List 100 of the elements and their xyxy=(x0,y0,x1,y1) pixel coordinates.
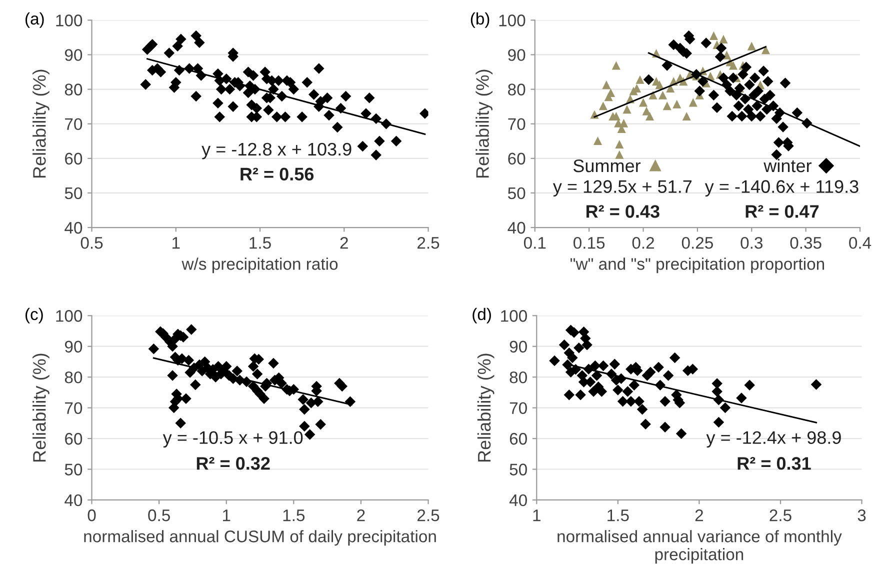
y-tick-label: 40 xyxy=(64,222,82,234)
point xyxy=(700,38,712,48)
point xyxy=(738,69,748,80)
annotation: R² = 0.32 xyxy=(196,457,270,470)
y-tick-label: 50 xyxy=(510,464,527,476)
annotation: R² = 0.47 xyxy=(746,205,819,218)
y-axis-title: Reliability (%) xyxy=(476,70,492,178)
point xyxy=(672,100,682,108)
point xyxy=(778,122,788,132)
y-tick-label: 60 xyxy=(65,432,82,445)
x-axis-title: "w" and "s" precipitation proportion xyxy=(570,258,824,274)
y-tick-label: 80 xyxy=(64,371,82,384)
point xyxy=(733,100,744,112)
x-tick-label: 0.4 xyxy=(849,236,872,249)
point xyxy=(758,66,769,76)
x-tick-label: 0.3 xyxy=(740,236,762,249)
y-tick-label: 40 xyxy=(64,494,82,506)
point xyxy=(658,90,668,100)
point xyxy=(662,102,672,110)
y-tick-label: 40 xyxy=(509,494,527,506)
x-tick-label: 2 xyxy=(340,236,348,249)
point xyxy=(643,74,654,85)
x-tick-label: 0.35 xyxy=(790,236,822,249)
x-tick-label: 2 xyxy=(695,509,703,522)
point xyxy=(771,149,782,160)
y-tick-label: 70 xyxy=(65,402,82,414)
y-tick-label: 60 xyxy=(65,152,82,165)
point xyxy=(697,76,708,87)
point xyxy=(762,76,774,87)
x-tick-label: 1 xyxy=(172,237,180,249)
point xyxy=(636,75,644,84)
x-tick-label: 0.5 xyxy=(148,509,170,522)
x-tick-label: 0.5 xyxy=(80,236,103,249)
annotation: y = -12.4x + 98.9 xyxy=(706,431,841,448)
annotation: R² = 0.31 xyxy=(738,457,811,470)
x-axis-title: normalised annual CUSUM of daily precipitation xyxy=(84,530,436,546)
point xyxy=(593,136,602,146)
y-tick-label: 100 xyxy=(56,14,82,26)
point xyxy=(694,86,705,96)
y-tick-label: 100 xyxy=(499,14,526,26)
point xyxy=(761,46,770,54)
annotation: y = -10.5 x + 91.0 xyxy=(162,431,303,448)
point xyxy=(662,60,672,71)
point xyxy=(716,42,727,54)
y-tick-label: 60 xyxy=(508,152,526,165)
point xyxy=(754,110,766,122)
annotation: y = -12.8 x + 103.9 xyxy=(202,142,352,160)
point xyxy=(752,100,762,112)
y-tick-label: 50 xyxy=(64,187,82,200)
annotation: y = -140.6x + 119.3 xyxy=(704,180,858,197)
point xyxy=(615,140,624,149)
y-tick-label: 70 xyxy=(65,118,82,130)
x-tick-label: 2.5 xyxy=(418,236,440,249)
point xyxy=(708,90,720,101)
point xyxy=(719,34,728,44)
point xyxy=(714,51,726,62)
y-tick-label: 50 xyxy=(64,464,82,476)
y-tick-label: 90 xyxy=(510,340,527,353)
y-tick-label: 60 xyxy=(510,432,527,445)
point xyxy=(709,31,718,40)
x-tick-label: 0 xyxy=(88,509,96,522)
y-tick-label: 100 xyxy=(501,310,527,322)
point xyxy=(612,61,620,70)
point xyxy=(750,72,760,84)
point xyxy=(728,72,739,84)
point xyxy=(602,80,611,90)
point xyxy=(746,110,758,122)
y-tick-label: 70 xyxy=(508,118,526,130)
y-tick-label: 80 xyxy=(510,371,527,384)
point xyxy=(780,78,791,88)
point xyxy=(752,86,764,96)
chart-title: (b) xyxy=(470,12,490,28)
point xyxy=(792,107,803,118)
annotation: R² = 0.56 xyxy=(240,168,314,181)
chart-title: (a) xyxy=(26,12,44,28)
point xyxy=(736,110,748,122)
point xyxy=(761,104,772,115)
point xyxy=(655,80,664,90)
x-tick-label: 2.5 xyxy=(770,509,792,522)
point xyxy=(743,104,754,115)
y-tick-label: 40 xyxy=(508,222,526,234)
chart-title: (d) xyxy=(472,308,491,324)
point xyxy=(773,137,784,148)
point xyxy=(682,112,691,121)
y-axis-title: Reliability (%) xyxy=(477,354,494,462)
y-tick-label: 90 xyxy=(64,340,82,353)
y-axis-title: Reliability (%) xyxy=(32,354,50,462)
x-axis-title: normalised annual variance of monthly precipitation xyxy=(558,530,842,564)
y-tick-label: 70 xyxy=(510,402,527,414)
point xyxy=(764,90,776,101)
x-tick-label: 0.25 xyxy=(682,236,713,249)
x-tick-label: 0.2 xyxy=(632,236,654,249)
y-tick-label: 90 xyxy=(64,49,82,61)
point xyxy=(668,39,679,50)
x-tick-label: 1 xyxy=(223,510,230,522)
point xyxy=(645,112,654,121)
y-tick-label: 80 xyxy=(508,84,526,96)
point xyxy=(712,102,722,113)
point xyxy=(622,105,632,114)
x-tick-label: 2 xyxy=(357,509,365,522)
